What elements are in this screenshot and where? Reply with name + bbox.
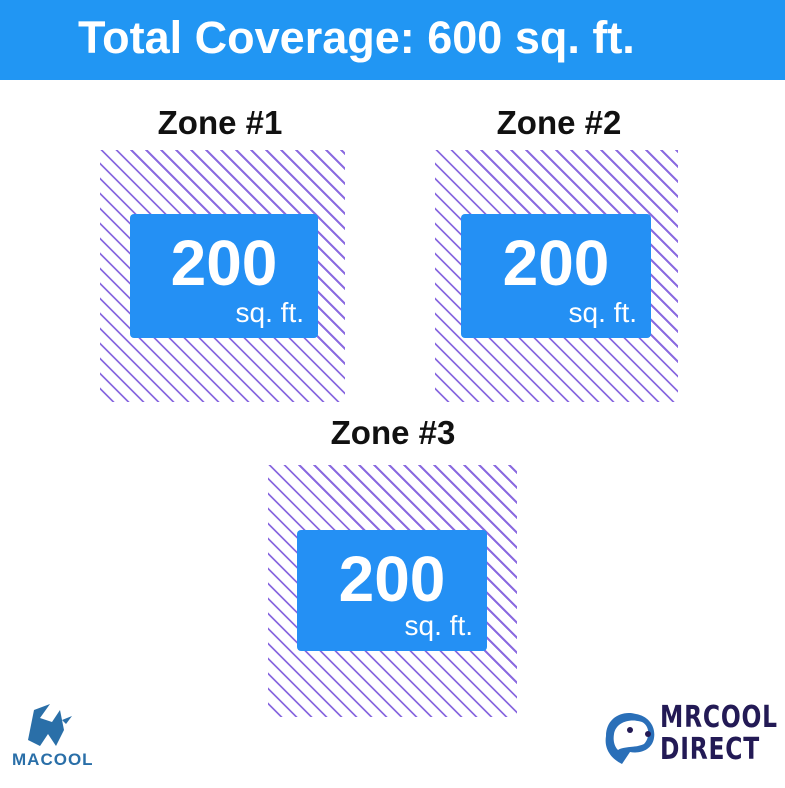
zone-2-title: Zone #2 [496,104,622,141]
macool-logo-text: MACOOL [12,750,94,769]
zone-1-unit: sq. ft. [235,297,304,328]
total-coverage-title: Total Coverage: 600 sq. ft. [78,12,635,63]
mrcool-direct-text: MRCOOL DIRECT [660,702,778,766]
macool-logo: MACOOL [10,700,100,780]
zone-1-title: Zone #1 [157,104,283,141]
direct-text: DIRECT [660,732,760,767]
mrcool-direct-logo: MRCOOL DIRECT [600,702,780,772]
header-banner: Total Coverage: 600 sq. ft. [0,0,785,80]
zone-3-value: 200 [338,543,446,615]
zone-3-card: 200 sq. ft. [297,530,487,651]
mrcool-text: MRCOOL [660,700,778,735]
zone-1-value: 200 [170,227,278,299]
bird-icon [28,704,72,746]
zone-2-value: 200 [502,227,610,299]
zone-1-card: 200 sq. ft. [130,214,318,338]
zone-2-unit: sq. ft. [568,297,637,328]
bear-icon [605,712,655,764]
zone-2-card: 200 sq. ft. [461,214,651,338]
zone-3-title: Zone #3 [330,414,456,451]
zone-3-unit: sq. ft. [404,610,473,641]
